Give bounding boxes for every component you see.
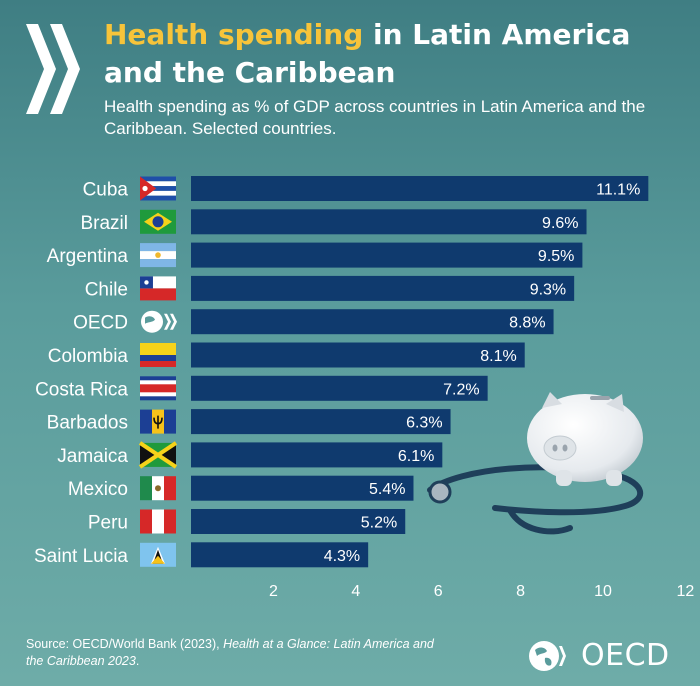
- bar-jamaica: [191, 442, 443, 468]
- piggy-bank-icon: [427, 392, 644, 535]
- flag-argentina-icon: [140, 243, 176, 268]
- flag-oecd-icon: [141, 310, 177, 333]
- category-label-oecd: OECD: [73, 313, 128, 334]
- subtitle: Health spending as % of GDP across count…: [104, 97, 646, 138]
- page-title: Health spending in Latin America and the…: [104, 16, 684, 92]
- category-label-mexico: Mexico: [68, 479, 128, 500]
- value-label-chile: 9.3%: [530, 281, 566, 298]
- oecd-logo: OECD: [527, 636, 677, 676]
- title-highlight: Health spending: [104, 18, 364, 51]
- value-label-saint-lucia: 4.3%: [324, 548, 360, 565]
- oecd-logo-text: OECD: [581, 638, 670, 673]
- category-label-cuba: Cuba: [83, 180, 129, 201]
- category-label-peru: Peru: [88, 513, 128, 534]
- bar-peru: [191, 509, 406, 534]
- x-tick-label: 12: [677, 583, 695, 600]
- value-label-barbados: 6.3%: [406, 415, 442, 432]
- flag-saint-lucia-icon: [140, 542, 176, 567]
- flag-chile-icon: [140, 276, 176, 301]
- category-label-barbados: Barbados: [47, 413, 128, 434]
- value-label-brazil: 9.6%: [542, 215, 578, 232]
- chevrons-decoration-icon: [26, 24, 80, 114]
- source-title: Health at a Glance: Latin America and th…: [26, 637, 434, 668]
- category-label-argentina: Argentina: [47, 246, 129, 267]
- category-label-jamaica: Jamaica: [57, 446, 128, 467]
- flag-mexico-icon: [140, 476, 176, 501]
- bar-argentina: [191, 242, 583, 268]
- value-label-jamaica: 6.1%: [398, 448, 434, 465]
- source-prefix: Source: OECD/World Bank (2023),: [26, 637, 224, 651]
- x-tick-label: 10: [594, 583, 612, 600]
- category-label-brazil: Brazil: [80, 213, 128, 234]
- globe-icon: [529, 641, 566, 671]
- bar-saint-lucia: [191, 542, 369, 568]
- x-tick-label: 8: [516, 583, 525, 600]
- category-label-costa-rica: Costa Rica: [35, 379, 128, 400]
- bar-oecd: [191, 309, 554, 335]
- bar-costa-rica: [191, 375, 488, 401]
- category-label-chile: Chile: [85, 279, 128, 300]
- value-label-argentina: 9.5%: [538, 248, 574, 265]
- category-label-saint-lucia: Saint Lucia: [34, 546, 128, 567]
- bar-chile: [191, 275, 575, 301]
- bar-barbados: [191, 409, 451, 435]
- flag-colombia-icon: [140, 343, 176, 367]
- flag-barbados-icon: [140, 409, 176, 434]
- title-rest: in Latin America and the Caribbean: [104, 18, 631, 89]
- bar-colombia: [191, 342, 525, 368]
- value-label-colombia: 8.1%: [480, 348, 516, 365]
- value-label-oecd: 8.8%: [509, 315, 545, 332]
- bar-brazil: [191, 209, 587, 235]
- flag-peru-icon: [140, 509, 176, 534]
- category-label-colombia: Colombia: [48, 346, 129, 367]
- value-label-costa-rica: 7.2%: [443, 381, 479, 398]
- x-tick-label: 4: [351, 583, 360, 600]
- bar-chart: 11.1% Cuba 9.6% Brazil 9.5% Argentina 9.3% Chil…: [34, 176, 695, 600]
- value-label-mexico: 5.4%: [369, 481, 405, 498]
- x-tick-label: 2: [269, 583, 278, 600]
- bar-mexico: [191, 475, 414, 501]
- flag-jamaica-icon: [138, 441, 178, 469]
- value-label-peru: 5.2%: [361, 515, 397, 532]
- bar-cuba: [191, 176, 649, 201]
- value-label-cuba: 11.1%: [596, 182, 640, 199]
- flag-costa-rica-icon: [140, 376, 176, 401]
- flag-brazil-icon: [140, 209, 176, 234]
- x-tick-label: 6: [434, 583, 443, 600]
- flag-cuba-icon: [140, 176, 176, 201]
- source-note: Source: OECD/World Bank (2023), Health a…: [26, 636, 446, 670]
- source-suffix: .: [135, 654, 140, 668]
